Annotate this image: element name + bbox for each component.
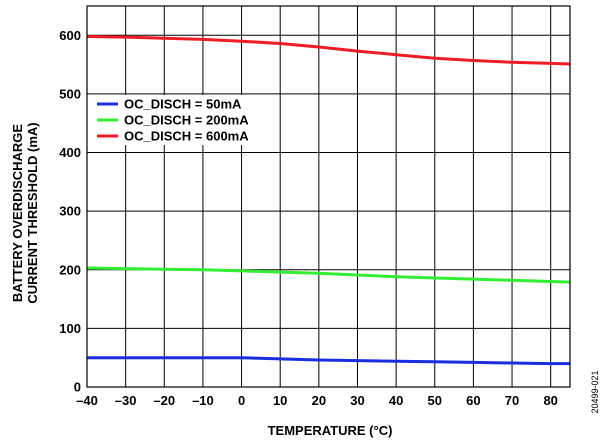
y-tick-label: 500 <box>59 86 81 101</box>
y-tick-label: 200 <box>59 262 81 277</box>
legend-label-2: OC_DISCH = 200mA <box>124 113 249 128</box>
x-tick-label: 10 <box>273 393 287 408</box>
x-tick-label: –30 <box>115 393 137 408</box>
x-tick-label: –10 <box>192 393 214 408</box>
y-axis-title-line1: BATTERY OVERDISCHARGE <box>10 124 25 302</box>
y-tick-label: 300 <box>59 204 81 219</box>
x-tick-label: 50 <box>428 393 442 408</box>
y-tick-label: 600 <box>59 28 81 43</box>
plot-frame <box>86 5 571 388</box>
figure-id: 20499-021 <box>590 370 600 413</box>
series-layer <box>86 35 571 366</box>
legend-background <box>93 95 279 145</box>
x-tick-label: 60 <box>466 393 480 408</box>
legend-label-3: OC_DISCH = 600mA <box>124 129 249 144</box>
x-tick-label: 30 <box>350 393 364 408</box>
series-line-2 <box>86 266 571 284</box>
grid <box>86 6 570 388</box>
y-axis-title-line2: CURRENT THRESHOLD (mA) <box>25 122 40 303</box>
x-tick-label: 70 <box>505 393 519 408</box>
x-axis-title: TEMPERATURE (°C) <box>268 423 393 438</box>
x-tick-labels: –40 –30 –20 –10 0 10 20 30 40 50 60 70 80 <box>76 393 558 408</box>
x-tick-label: –40 <box>76 393 98 408</box>
x-tick-label: –20 <box>153 393 175 408</box>
y-tick-label: 400 <box>59 145 81 160</box>
series-line-3 <box>86 35 571 66</box>
x-tick-label: 40 <box>389 393 403 408</box>
x-tick-label: 80 <box>543 393 557 408</box>
legend-label-1: OC_DISCH = 50mA <box>124 97 242 112</box>
y-tick-labels: 0 100 200 300 400 500 600 <box>59 28 81 395</box>
series-line-1 <box>87 356 570 366</box>
y-tick-label: 100 <box>59 321 81 336</box>
y-tick-label: 0 <box>74 380 81 395</box>
x-tick-label: 0 <box>238 393 245 408</box>
x-tick-label: 20 <box>312 393 326 408</box>
